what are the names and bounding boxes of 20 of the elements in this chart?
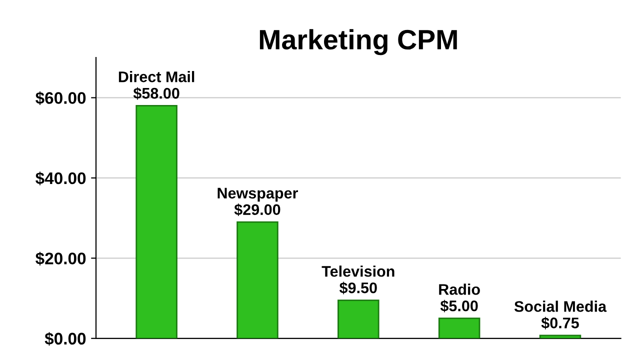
data-label: $29.00 [234, 204, 280, 216]
x-tick-label: Social Media [514, 300, 607, 312]
data-label: $5.00 [440, 300, 478, 312]
y-tick-label: $40.00 [36, 172, 86, 186]
bar [539, 334, 582, 338]
bar [136, 105, 178, 338]
y-tick-label: $20.00 [36, 252, 86, 266]
y-tick-label: $0.00 [44, 332, 86, 346]
bar [236, 221, 278, 338]
chart-title: Marketing CPM [260, 29, 457, 56]
bar [438, 318, 480, 338]
x-tick-label: Television [322, 266, 394, 277]
data-label: $9.50 [339, 282, 377, 294]
x-tick-label: Radio [439, 284, 480, 295]
x-tick-label: Direct Mail [118, 71, 194, 82]
bar [338, 300, 380, 338]
data-label: $58.00 [133, 87, 180, 100]
y-tick-label: $60.00 [36, 91, 86, 105]
x-tick-label: Newspaper [218, 188, 298, 202]
data-label: $0.75 [541, 316, 579, 330]
